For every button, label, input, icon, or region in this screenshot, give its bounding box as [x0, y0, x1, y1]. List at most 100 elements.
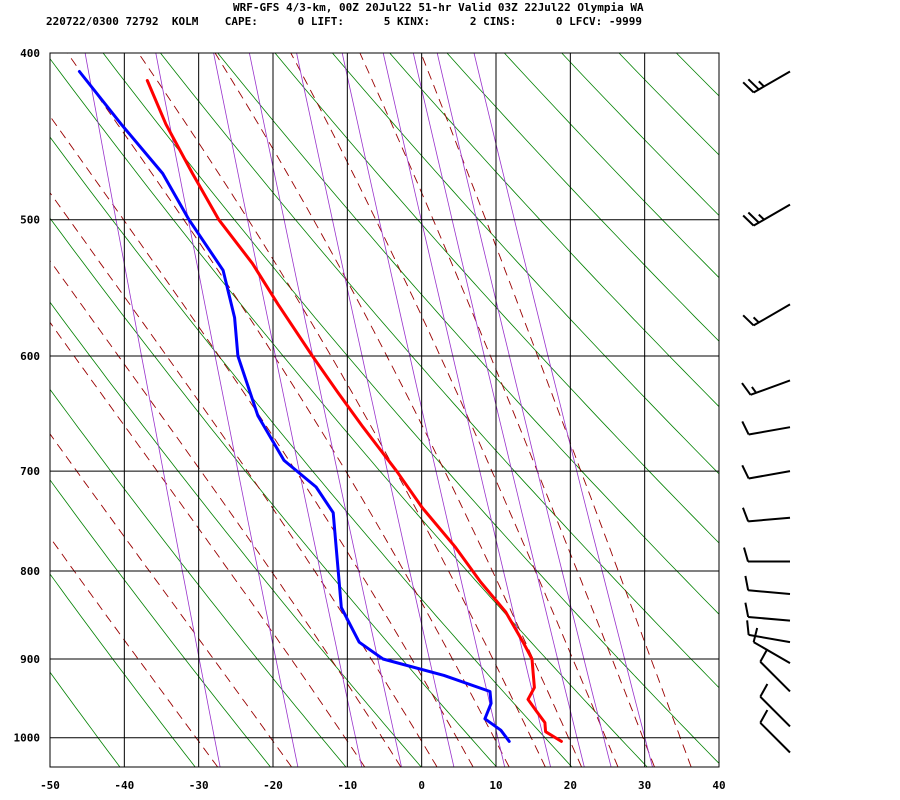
dry-adiabat — [50, 479, 271, 767]
wind-barb — [742, 507, 791, 523]
barb-flag — [752, 627, 759, 643]
wind-barb — [742, 70, 791, 94]
dry-adiabat — [50, 671, 121, 767]
dry-adiabat — [734, 53, 900, 767]
barb-flag — [742, 507, 750, 522]
mixing-ratio-line — [213, 53, 363, 767]
mixing-ratio-line — [473, 53, 653, 767]
plot-grid — [49, 52, 720, 768]
sounding-indices: 220722/0300 72792 KOLM CAPE: 0 LIFT: 5 K… — [46, 15, 643, 28]
dry-adiabat — [50, 301, 422, 767]
barb-staff — [748, 426, 791, 436]
barb-staff — [753, 70, 791, 94]
moist-adiabat — [50, 191, 438, 767]
dry-adiabat — [102, 53, 719, 764]
thermo-background-lines — [50, 53, 900, 767]
barb-flag — [744, 575, 750, 591]
y-tick-label: 900 — [20, 653, 40, 666]
dry-adiabat — [332, 53, 719, 475]
x-tick-label: 40 — [712, 779, 725, 792]
barb-flag — [742, 214, 755, 227]
wind-barb — [744, 602, 791, 622]
wind-barb — [742, 203, 791, 227]
dry-adiabat — [561, 53, 719, 216]
x-tick-label: -30 — [189, 779, 209, 792]
mixing-ratio-line — [382, 53, 551, 767]
y-tick-label: 600 — [20, 350, 40, 363]
wind-barb — [741, 420, 791, 436]
barb-staff — [759, 661, 791, 693]
barb-staff — [753, 641, 791, 664]
moist-adiabat — [290, 53, 619, 767]
dry-adiabat — [618, 53, 719, 156]
barb-half-flag — [752, 316, 760, 324]
y-tick-label: 800 — [20, 565, 40, 578]
mixing-ratio-line — [436, 53, 612, 767]
mixing-ratio-line — [249, 53, 402, 767]
axis-tick-labels: 400 500 600 700 800 900 1000 -50 -40 -30 -20 -10 0 10… — [14, 47, 726, 792]
y-tick-label: 400 — [20, 47, 40, 60]
barb-flag — [743, 547, 749, 562]
barb-staff — [748, 516, 791, 523]
y-tick-label: 700 — [20, 465, 40, 478]
x-tick-label: -10 — [337, 779, 357, 792]
dry-adiabat — [274, 53, 719, 544]
barb-flag — [747, 211, 760, 224]
dry-adiabat — [676, 53, 719, 97]
moist-adiabat — [50, 321, 366, 767]
barb-flag — [747, 78, 760, 91]
barb-flag — [742, 314, 755, 327]
chart-header: WRF-GFS 4/3-km, 00Z 20Jul22 51-hr Valid … — [0, 0, 900, 40]
wind-barb — [742, 303, 791, 327]
wind-barb — [741, 464, 791, 480]
barb-staff — [753, 303, 791, 327]
barb-flag — [746, 620, 750, 635]
mixing-ratio-line — [296, 53, 455, 767]
x-tick-label: -40 — [114, 779, 134, 792]
dry-adiabat — [160, 53, 719, 689]
barb-flag — [741, 420, 750, 435]
wind-barb — [743, 547, 790, 563]
barb-half-flag — [758, 80, 765, 88]
dry-adiabat — [50, 58, 648, 767]
x-tick-label: -20 — [263, 779, 283, 792]
mixing-ratio-line — [84, 53, 221, 767]
moist-adiabat — [138, 53, 546, 767]
dry-adiabat — [848, 53, 900, 767]
barb-flag — [744, 602, 750, 618]
plot-frame — [49, 52, 720, 768]
y-tick-label: 1000 — [14, 732, 41, 745]
x-tick-label: 30 — [638, 779, 651, 792]
dry-adiabat — [791, 53, 900, 767]
x-tick-label: 0 — [418, 779, 425, 792]
wind-barbs — [741, 70, 791, 754]
barb-half-flag — [758, 213, 765, 221]
mixing-ratio-line — [155, 53, 299, 767]
moist-adiabat — [50, 259, 402, 767]
wind-barb — [759, 683, 791, 728]
moist-adiabat — [214, 53, 583, 767]
x-tick-label: 10 — [489, 779, 502, 792]
dry-adiabat — [504, 53, 719, 279]
wind-barb — [759, 648, 791, 693]
y-tick-label: 500 — [20, 214, 40, 227]
dry-adiabat — [389, 53, 719, 408]
dry-adiabat — [50, 388, 347, 767]
x-tick-label: -50 — [40, 779, 60, 792]
moist-adiabat — [420, 53, 692, 767]
barb-staff — [753, 203, 791, 227]
dry-adiabat — [217, 53, 719, 615]
moist-adiabat — [50, 115, 474, 767]
dry-adiabat — [50, 217, 497, 767]
x-tick-label: 20 — [564, 779, 577, 792]
moist-adiabat — [67, 53, 510, 767]
barb-flag — [741, 382, 752, 396]
wind-barb — [752, 627, 791, 664]
barb-flag — [759, 683, 769, 698]
barb-staff — [759, 695, 791, 728]
chart-title: WRF-GFS 4/3-km, 00Z 20Jul22 51-hr Valid … — [233, 1, 644, 14]
mixing-ratio-line — [341, 53, 506, 767]
sounding-line — [77, 70, 511, 743]
barb-staff — [748, 470, 791, 480]
